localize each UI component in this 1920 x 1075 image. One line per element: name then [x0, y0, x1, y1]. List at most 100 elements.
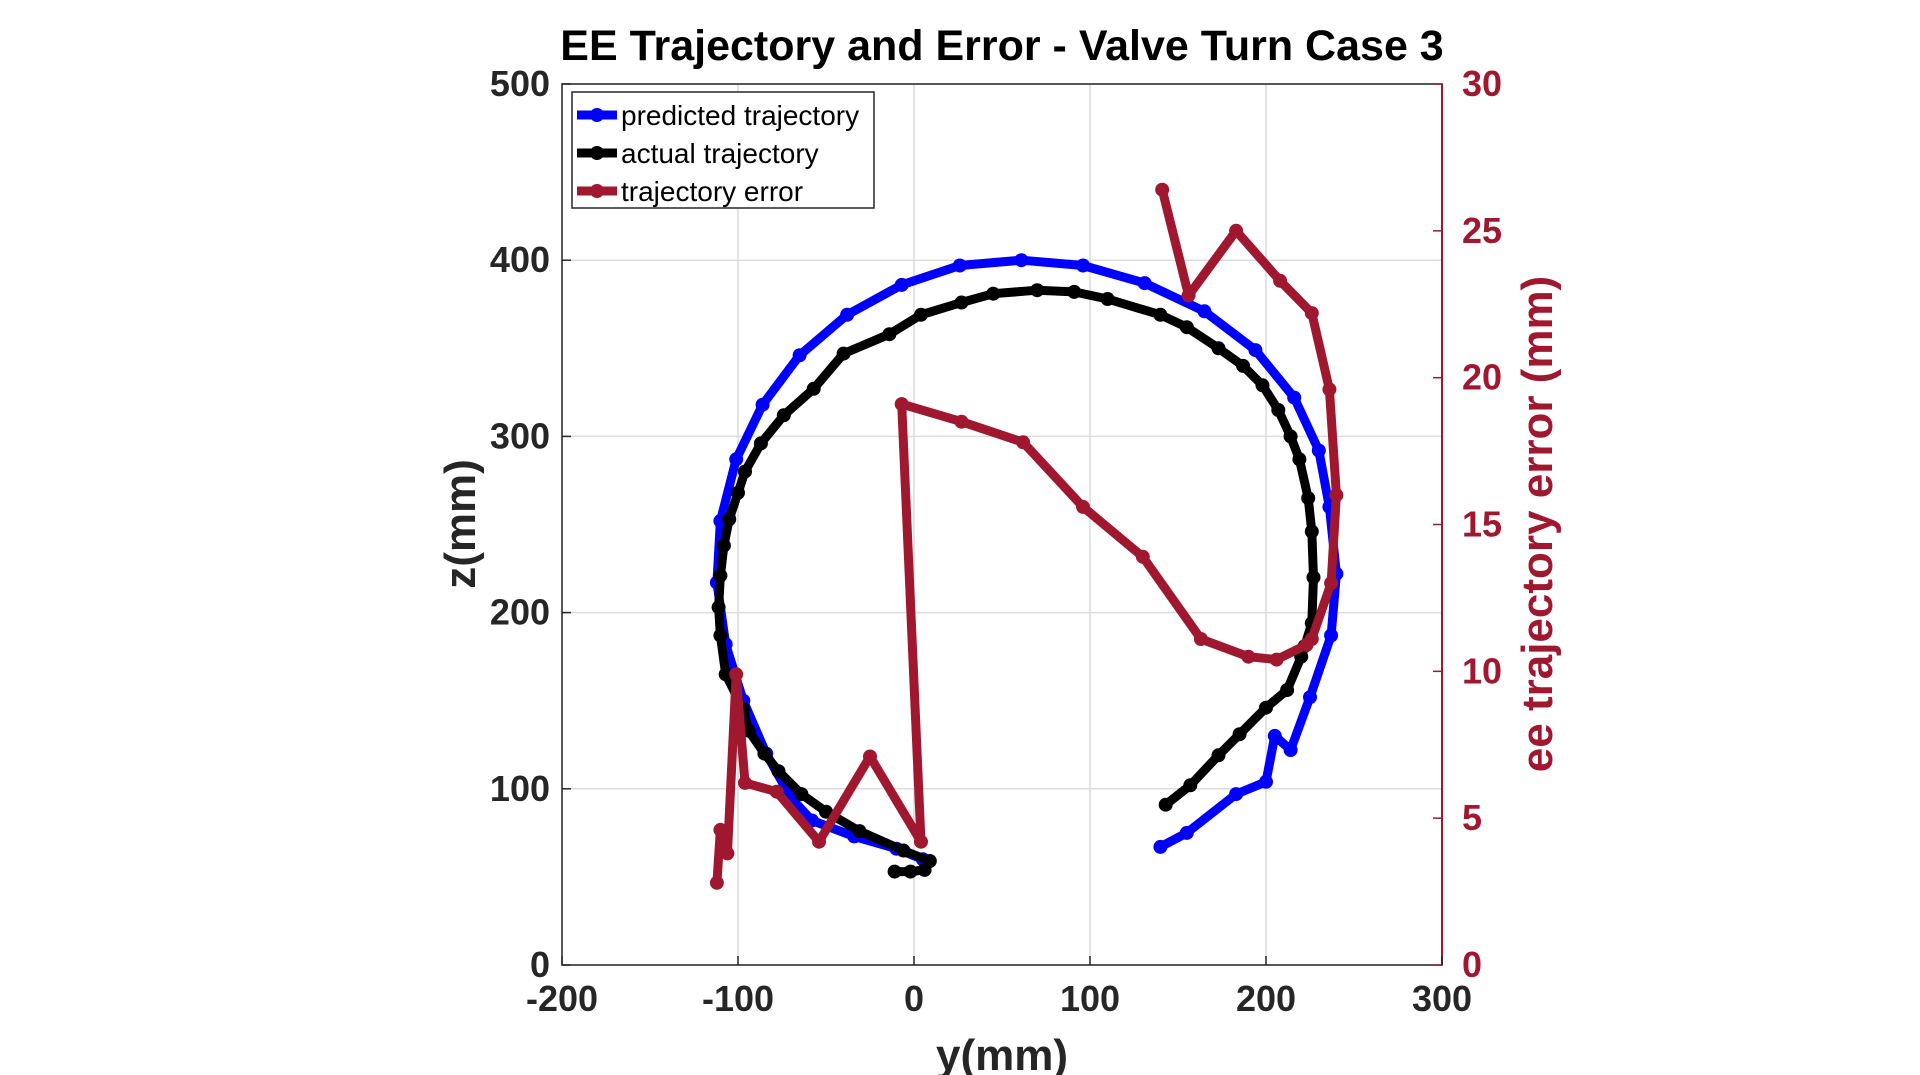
data-point-trajectory-error	[709, 875, 724, 890]
right-y-axis-label: ee trajectory error (mm)	[1513, 276, 1562, 772]
y-axis-label: z(mm)	[436, 459, 485, 589]
data-point-actual-trajectory	[887, 864, 902, 879]
data-point-actual-trajectory	[1211, 748, 1226, 763]
data-point-predicted-trajectory	[1287, 390, 1302, 405]
data-point-trajectory-error	[894, 397, 909, 412]
data-point-predicted-trajectory	[1153, 839, 1168, 854]
data-point-actual-trajectory	[738, 464, 752, 479]
x-axis-label: y(mm)	[936, 1031, 1068, 1075]
legend: predicted trajectory actual trajectory t…	[571, 91, 875, 209]
data-point-actual-trajectory	[716, 538, 731, 553]
data-point-predicted-trajectory	[792, 348, 807, 363]
data-point-trajectory-error	[729, 667, 744, 682]
data-point-trajectory-error	[1193, 632, 1208, 646]
data-point-actual-trajectory	[903, 864, 918, 879]
data-point-actual-trajectory	[1153, 307, 1168, 322]
data-point-actual-trajectory	[718, 667, 733, 682]
legend-entry-predicted: predicted trajectory	[577, 100, 859, 131]
data-point-trajectory-error	[1322, 382, 1337, 397]
legend-marker-predicted	[590, 108, 604, 122]
data-point-actual-trajectory	[954, 295, 969, 310]
data-point-predicted-trajectory	[894, 277, 909, 292]
data-point-trajectory-error	[914, 834, 928, 849]
data-point-predicted-trajectory	[1324, 628, 1339, 643]
chart-title: EE Trajectory and Error - Valve Turn Cas…	[560, 22, 1443, 70]
legend-entry-error: trajectory error	[577, 176, 803, 207]
data-point-actual-trajectory	[896, 843, 911, 858]
data-point-trajectory-error	[1181, 288, 1196, 303]
right-y-tick-label: 10	[1462, 650, 1502, 691]
data-point-actual-trajectory	[753, 436, 768, 451]
legend-marker-error	[590, 184, 604, 198]
data-point-actual-trajectory	[1301, 491, 1316, 506]
data-point-predicted-trajectory	[755, 397, 770, 412]
data-point-actual-trajectory	[1280, 683, 1295, 698]
data-point-trajectory-error	[1324, 576, 1339, 591]
data-point-actual-trajectory	[722, 512, 737, 527]
data-point-actual-trajectory	[819, 804, 833, 819]
data-point-trajectory-error	[720, 846, 735, 861]
data-point-actual-trajectory	[986, 286, 1001, 301]
x-tick-label: 300	[1412, 978, 1472, 1019]
data-point-actual-trajectory	[776, 408, 791, 423]
data-point-predicted-trajectory	[1179, 825, 1194, 840]
x-tick-label: 0	[904, 978, 924, 1019]
legend-entry-actual: actual trajectory	[577, 138, 819, 169]
data-point-predicted-trajectory	[1197, 304, 1212, 319]
legend-box	[571, 91, 875, 209]
data-point-actual-trajectory	[836, 346, 851, 361]
data-point-trajectory-error	[1135, 549, 1150, 564]
data-point-trajectory-error	[1076, 499, 1090, 514]
legend-label-actual: actual trajectory	[621, 138, 819, 169]
data-point-actual-trajectory	[1255, 378, 1270, 393]
series-actual-trajectory	[711, 283, 1321, 879]
data-point-actual-trajectory	[882, 327, 897, 342]
data-point-trajectory-error	[1273, 273, 1288, 288]
data-point-actual-trajectory	[806, 381, 821, 396]
y-tick-label: 400	[490, 239, 550, 280]
data-point-trajectory-error	[1329, 488, 1344, 503]
data-point-actual-trajectory	[1232, 727, 1247, 742]
data-point-predicted-trajectory	[1076, 258, 1090, 273]
legend-label-error: trajectory error	[621, 176, 803, 207]
data-point-predicted-trajectory	[1303, 690, 1317, 705]
data-point-actual-trajectory	[1158, 797, 1173, 812]
data-point-trajectory-error	[769, 784, 784, 799]
right-y-tick-label: 0	[1462, 944, 1482, 985]
y-tick-label: 300	[490, 415, 550, 456]
data-point-trajectory-error	[1155, 182, 1170, 197]
data-point-predicted-trajectory	[1248, 343, 1263, 358]
data-point-actual-trajectory	[1179, 320, 1194, 335]
data-point-predicted-trajectory	[1283, 743, 1298, 757]
legend-label-predicted: predicted trajectory	[621, 100, 859, 131]
data-point-actual-trajectory	[711, 600, 726, 615]
data-point-actual-trajectory	[1100, 292, 1115, 306]
data-point-predicted-trajectory	[1229, 787, 1244, 802]
data-point-predicted-trajectory	[1311, 443, 1326, 458]
right-y-tick-label: 20	[1462, 357, 1502, 398]
data-point-actual-trajectory	[757, 746, 772, 761]
data-point-actual-trajectory	[771, 764, 786, 779]
data-point-actual-trajectory	[917, 862, 932, 877]
data-point-trajectory-error	[1241, 649, 1256, 664]
data-point-predicted-trajectory	[1259, 774, 1273, 789]
data-point-actual-trajectory	[1271, 403, 1286, 417]
data-point-actual-trajectory	[1030, 283, 1045, 298]
series-trajectory-error	[709, 182, 1344, 890]
y-tick-label: 0	[530, 944, 550, 985]
series-predicted-trajectory	[709, 253, 1344, 867]
data-point-trajectory-error	[738, 775, 752, 790]
data-point-actual-trajectory	[852, 824, 867, 839]
data-point-actual-trajectory	[1283, 429, 1298, 444]
data-point-trajectory-error	[1269, 652, 1284, 667]
data-point-actual-trajectory	[713, 568, 728, 583]
y-tick-label: 200	[490, 592, 550, 633]
x-tick-label: 100	[1060, 978, 1120, 1019]
data-point-predicted-trajectory	[1137, 276, 1152, 291]
legend-marker-actual	[590, 146, 604, 160]
data-point-actual-trajectory	[713, 628, 728, 643]
data-point-trajectory-error	[1016, 435, 1031, 450]
y-tick-label: 100	[490, 768, 550, 809]
